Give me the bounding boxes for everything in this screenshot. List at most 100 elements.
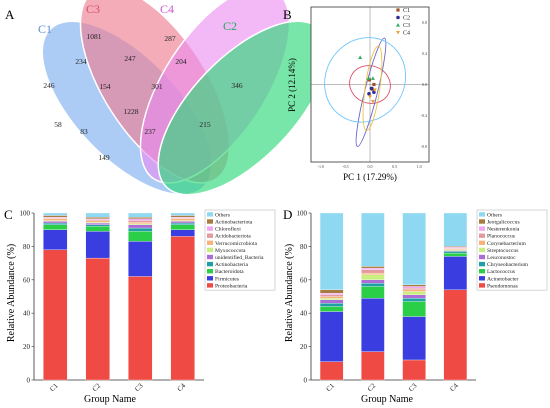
pca-point-c3 — [370, 76, 375, 80]
phylum-legend-label: Verrucomicrobiota — [215, 241, 257, 247]
pca-legend-marker — [396, 23, 400, 27]
genus-legend-swatch — [479, 247, 485, 253]
phylum-x-tick: C4 — [176, 381, 188, 393]
genus-y-tick: 20 — [300, 343, 308, 351]
genus-legend-label: Others — [487, 212, 502, 218]
genus-bar-segment — [361, 282, 385, 287]
phylum-bar-segment — [43, 215, 68, 218]
phylum-panel: C 0 20 40 60 80 100 C1 C2 C3 C4 Others Actinobact… — [4, 207, 276, 405]
genus-bar-segment — [402, 212, 426, 285]
genus-bar-segment — [443, 212, 468, 247]
phylum-x-tick: C3 — [133, 381, 145, 393]
pca-x-tick: 0.5 — [392, 164, 397, 169]
phylum-legend-box — [204, 209, 276, 291]
pca-y-tick: 0.4 — [422, 51, 427, 56]
phylum-bar-segment — [85, 224, 110, 227]
genus-bar-segment — [319, 311, 344, 362]
genus-bar-segment — [319, 212, 344, 290]
pca-y-tick: 0.8 — [422, 20, 427, 25]
pca-points — [358, 55, 377, 104]
genus-bar-segment — [361, 286, 385, 299]
genus-bar-segment — [361, 279, 385, 284]
pca-legend-marker — [396, 30, 400, 35]
genus-bar-segment — [319, 303, 344, 307]
genus-legend-swatch — [479, 240, 485, 245]
phylum-y-tick: 20 — [23, 343, 31, 351]
phylum-bar-segment — [43, 249, 68, 381]
venn-count-c4-c2: 204 — [175, 57, 187, 66]
venn-label-c2: C2 — [223, 19, 237, 33]
phylum-legend-swatch — [207, 254, 213, 260]
phylum-bar-segment — [85, 212, 110, 218]
genus-bar-segment — [361, 272, 385, 275]
genus-legend-swatch — [479, 269, 485, 274]
phylum-legend-label: Others — [215, 212, 230, 218]
phylum-bar-segment — [85, 257, 110, 381]
pca-x-tick: -1.0 — [318, 164, 324, 169]
phylum-bar-segment — [128, 227, 153, 232]
phylum-x-tick: C1 — [48, 381, 60, 393]
panel-label-d: D — [283, 207, 292, 222]
phylum-legend-swatch — [207, 269, 213, 274]
pca-ellipse-c1 — [349, 65, 391, 104]
phylum-legend-swatch — [207, 233, 213, 238]
venn-count-c3-c4-c2: 301 — [151, 82, 163, 91]
genus-legend-label: Corynebacterium — [487, 241, 526, 247]
genus-bar-segment — [402, 294, 426, 299]
pca-ellipses — [324, 37, 407, 147]
phylum-bar-segment — [43, 212, 68, 216]
genus-bar-segment — [361, 267, 385, 270]
pca-y-ticks: 0.8 0.4 0.0 -0.4 -0.8 — [421, 20, 427, 149]
genus-bar-segment — [361, 212, 385, 267]
phylum-bar-segment — [170, 221, 195, 224]
phylum-y-axis-label: Relative Abundance (%) — [6, 244, 17, 342]
genus-bar-segment — [319, 299, 344, 304]
venn-count-all: 1228 — [124, 107, 139, 116]
phylum-bar-segment — [43, 218, 68, 221]
venn-ellipses — [41, 0, 329, 196]
phylum-bar-segment — [128, 222, 153, 225]
pca-legend-label: C2 — [403, 16, 410, 22]
venn-panel: A C1 C3 C4 C2 246 1081 287 346 234 247 2… — [5, 0, 329, 196]
genus-legend-swatch — [479, 233, 485, 238]
genus-panel: D 0 20 40 60 80 100 C1 C2 C3 C4 Others Jeotgalico… — [283, 207, 548, 405]
genus-bar-segment — [319, 289, 344, 294]
genus-bar-segment — [443, 289, 468, 381]
phylum-y-tick: 100 — [20, 210, 31, 218]
genus-legend-swatch — [479, 226, 485, 231]
genus-bar-segment — [319, 306, 344, 312]
genus-bars — [319, 212, 468, 381]
phylum-legend-swatch — [207, 219, 213, 224]
genus-legend-label: Lactococcus — [487, 269, 515, 275]
genus-legend-label: Streptococcus — [487, 248, 518, 254]
pca-point-c2 — [367, 92, 371, 96]
genus-x-tick: C2 — [366, 381, 378, 393]
genus-bar-segment — [402, 286, 426, 289]
genus-bar-segment — [402, 289, 426, 292]
genus-legend-label: Nesterenkonia — [487, 227, 520, 233]
phylum-bar-segment — [85, 226, 110, 232]
genus-bar-segment — [443, 251, 468, 254]
genus-bar-segment — [402, 359, 426, 381]
phylum-y-tick: 80 — [23, 243, 31, 251]
pca-y-tick: -0.8 — [421, 144, 427, 149]
genus-x-tick: C1 — [325, 381, 337, 393]
pca-legend-label: C1 — [403, 8, 410, 14]
venn-count-c3-c2: 215 — [199, 120, 211, 129]
pca-point-c4 — [372, 88, 377, 92]
genus-legend-label: Chryseobacterium — [487, 262, 529, 268]
venn-label-c4: C4 — [160, 2, 174, 16]
venn-count-c4-only: 287 — [164, 34, 176, 43]
genus-bar-segment — [361, 269, 385, 274]
genus-y-tick: 80 — [300, 243, 308, 251]
phylum-bar-segment — [170, 218, 195, 221]
venn-counts: 246 1081 287 346 234 247 204 154 301 122… — [43, 32, 243, 162]
phylum-y-tick: 40 — [23, 310, 31, 318]
panel-label-b: B — [283, 7, 292, 22]
pca-y-tick: 0.0 — [422, 82, 427, 87]
phylum-legend-swatch — [207, 276, 213, 281]
genus-x-ticks: C1 C2 C3 C4 — [325, 381, 461, 393]
phylum-legend-label: Actinobacteria — [215, 262, 248, 268]
phylum-bar-segment — [43, 224, 68, 230]
